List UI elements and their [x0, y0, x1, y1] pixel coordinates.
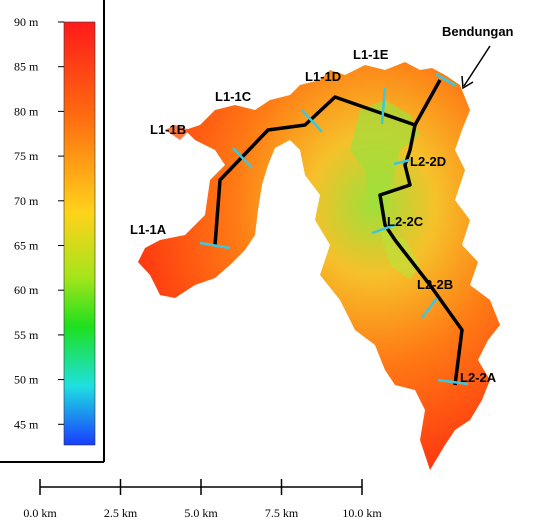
legend-label: 60 m: [14, 283, 39, 297]
legend-label: 80 m: [14, 104, 39, 118]
scale-label: 7.5 km: [265, 506, 299, 520]
color-bar: [63, 21, 96, 446]
legend-label: 70 m: [14, 194, 39, 208]
section-label: L2-2D: [410, 154, 446, 169]
cross-sections: [199, 72, 469, 386]
scale-label: 0.0 km: [23, 506, 57, 520]
annotation: Bendungan: [442, 24, 514, 39]
legend-label: 65 m: [14, 239, 39, 253]
section-label: L1-1D: [305, 69, 341, 84]
arrow: [463, 45, 491, 87]
section-label: L2-2A: [460, 370, 497, 385]
legend-label: 50 m: [14, 373, 39, 387]
scale-label: 10.0 km: [342, 506, 382, 520]
section-label: L1-1E: [353, 47, 389, 62]
scale-label: 5.0 km: [184, 506, 218, 520]
section-label: L1-1A: [130, 222, 167, 237]
legend-label: 55 m: [14, 328, 39, 342]
legend-label: 75 m: [14, 149, 39, 163]
legend-label: 90 m: [14, 15, 39, 29]
section-label: L1-1C: [215, 89, 252, 104]
reservoir: [138, 62, 500, 470]
section-label: L1-1B: [150, 122, 186, 137]
legend-label: 85 m: [14, 60, 39, 74]
arrow-head: [461, 75, 474, 90]
section-label: L2-2C: [387, 214, 424, 229]
channel: [378, 124, 464, 386]
legend-label: 45 m: [14, 417, 39, 431]
section-label: L2-2B: [417, 277, 453, 292]
scale-label: 2.5 km: [104, 506, 138, 520]
